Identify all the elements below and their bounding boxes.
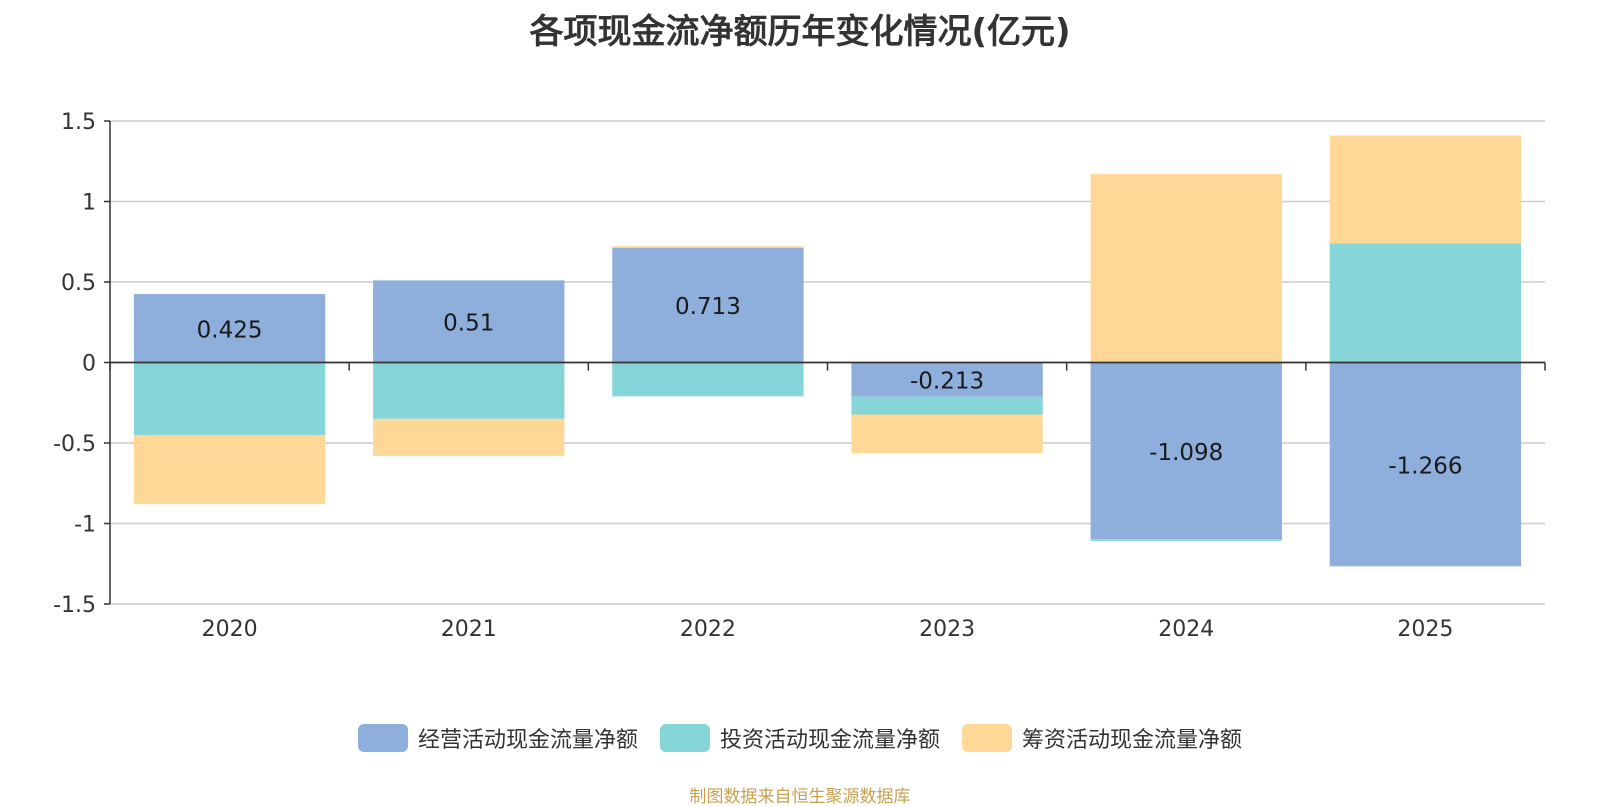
x-tick-label: 2020 [202,617,258,642]
data-label: 0.51 [443,310,494,336]
x-tick-label: 2022 [680,617,736,642]
legend-label: 投资活动现金流量净额 [719,728,940,753]
legend-item[interactable]: 投资活动现金流量净额 [659,722,940,754]
bar-segment [133,434,326,505]
legend-swatch [659,724,710,752]
legend-item[interactable]: 筹资活动现金流量净额 [962,722,1242,754]
y-tick-label: -0.5 [53,432,96,457]
y-tick-label: 1 [82,191,96,216]
bar-segment [1329,362,1522,567]
legend-item[interactable]: 经营活动现金流量净额 [357,722,638,754]
data-label: 0.713 [675,294,741,320]
y-tick-label: 1.5 [61,110,96,135]
bar-segment [851,396,1043,415]
axis-layer: 1.5 1 0.5 0 -0.5 -1 -1.5 2020 2021 2022 2023 2024 20… [53,110,1546,642]
y-tick-label: -1 [74,513,96,538]
bar-segment [133,362,326,435]
x-tick-label: 2021 [441,617,497,642]
y-tick-label: 0.5 [61,271,96,296]
bar-segment [373,418,565,456]
bar-segment [133,294,326,363]
bar-segment [1090,539,1282,541]
bar-segment [851,414,1043,454]
bar-segment [1329,243,1522,363]
label-layer: 0.425 0.51 0.713 -0.213 -1.098 -1.266 [197,294,1463,479]
bar-segment [1090,362,1282,540]
data-label: -0.213 [910,369,984,395]
bar-layer [133,135,1522,567]
bar-segment [1090,174,1282,363]
grid-layer [110,120,1545,605]
x-tick-label: 2024 [1158,617,1214,642]
bar-segment [612,246,804,248]
legend: 经营活动现金流量净额 投资活动现金流量净额 筹资活动现金流量净额 [0,722,1600,754]
legend-label: 筹资活动现金流量净额 [1022,728,1243,753]
data-label: -1.266 [1388,453,1462,479]
chart-title: 各项现金流净额历年变化情况(亿元) [529,12,1071,52]
bar-segment [373,362,565,419]
chart-plot: 1.5 1 0.5 0 -0.5 -1 -1.5 2020 2021 2022 2023 2024 20… [53,110,1546,642]
bar-segment [851,362,1043,397]
y-tick-label: 0 [82,352,96,377]
x-tick-label: 2023 [919,617,975,642]
data-label: -1.098 [1149,440,1223,466]
data-label: 0.425 [197,317,263,343]
bar-segment [612,362,804,397]
bar-segment [373,280,565,363]
bar-segment [612,247,804,363]
legend-swatch [962,724,1012,752]
source-note: 制图数据来自恒生聚源数据库 [689,787,911,807]
legend-label: 经营活动现金流量净额 [417,728,638,753]
bar-segment [1329,135,1522,244]
x-tick-label: 2025 [1397,617,1453,642]
y-tick-label: -1.5 [53,593,96,618]
legend-swatch [357,724,408,752]
